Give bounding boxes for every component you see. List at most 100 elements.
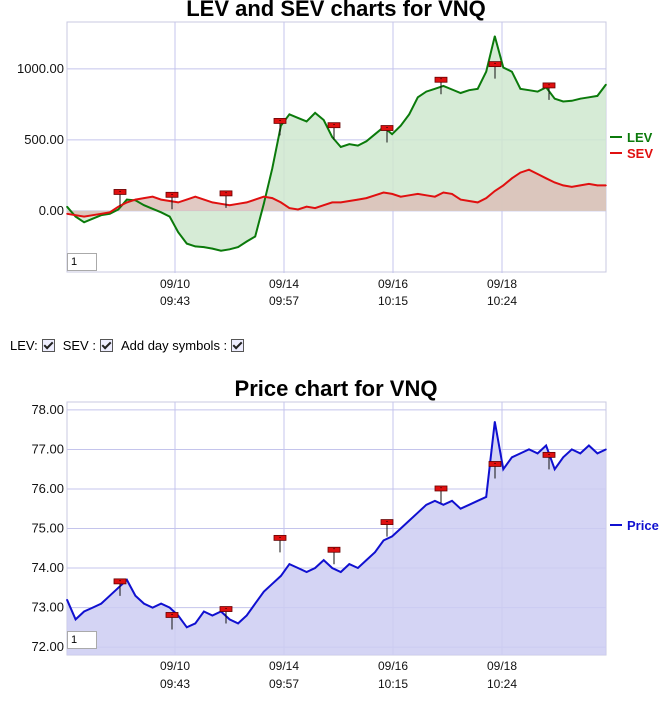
lev-sev-point bbox=[237, 203, 239, 205]
price-price-point bbox=[348, 563, 351, 565]
lev-sev-point bbox=[528, 168, 530, 171]
lev-sev-point bbox=[271, 197, 274, 199]
lev-day-marker bbox=[113, 189, 127, 195]
lev-lev-point bbox=[511, 70, 513, 73]
lev-sev-point bbox=[134, 198, 137, 201]
day-symbols-checkbox[interactable] bbox=[231, 339, 245, 352]
lev-lev-point bbox=[288, 113, 291, 116]
lev-lev-point bbox=[459, 92, 462, 94]
lev-day-marker-label: - bbox=[171, 191, 174, 198]
price-day-marker bbox=[327, 546, 341, 553]
lev-day-marker-label: - bbox=[333, 122, 336, 129]
price-x-tick-date: 09/10 bbox=[160, 659, 190, 673]
price-price-point bbox=[485, 496, 488, 498]
lev-sev-point bbox=[100, 213, 102, 215]
price-x-tick-time: 10:15 bbox=[378, 677, 408, 691]
price-price-point bbox=[451, 500, 453, 502]
price-price-point bbox=[134, 594, 137, 597]
price-day-marker-label: - bbox=[225, 606, 228, 613]
price-y-tick-label: 74.00 bbox=[31, 560, 64, 575]
lev-zoom-input[interactable]: 1 bbox=[67, 253, 97, 271]
price-price-point bbox=[245, 614, 248, 617]
lev-lev-point bbox=[528, 89, 530, 91]
lev-lev-point bbox=[468, 89, 470, 91]
lev-lev-point bbox=[126, 198, 128, 201]
lev-x-tick-date: 09/14 bbox=[269, 277, 299, 291]
lev-lev-point bbox=[237, 246, 239, 248]
lev-lev-point bbox=[322, 119, 325, 121]
lev-lev-point bbox=[562, 100, 564, 103]
lev-x-tick-time: 09:57 bbox=[269, 294, 299, 308]
price-price-point bbox=[579, 452, 582, 455]
lev-sev-point bbox=[502, 184, 505, 187]
price-price-point bbox=[511, 456, 513, 459]
lev-lev-point bbox=[263, 203, 265, 205]
price-y-tick-label: 77.00 bbox=[31, 441, 64, 456]
lev-lev-point bbox=[571, 100, 573, 102]
price-price-point bbox=[399, 527, 402, 530]
lev-lev-point bbox=[374, 133, 376, 135]
price-price-point bbox=[211, 614, 214, 617]
price-price-point bbox=[66, 598, 68, 601]
lev-day-marker bbox=[327, 122, 341, 129]
lev-lev-point bbox=[245, 240, 248, 243]
price-price-point bbox=[494, 421, 496, 423]
price-price-point bbox=[502, 468, 505, 471]
lev-sev-point bbox=[408, 194, 411, 197]
price-y-tick-label: 73.00 bbox=[31, 600, 64, 615]
lev-sev-point bbox=[434, 195, 436, 198]
lev-sev-point bbox=[588, 183, 590, 185]
price-day-marker bbox=[488, 461, 502, 467]
price-legend-label-price: Price bbox=[627, 518, 659, 533]
lev-sev-point bbox=[91, 214, 94, 216]
lev-sev-point bbox=[194, 195, 197, 198]
price-price-point bbox=[536, 452, 539, 455]
lev-lev-point bbox=[117, 208, 120, 211]
price-price-point bbox=[442, 504, 445, 506]
lev-sev-point bbox=[126, 201, 128, 204]
lev-lev-point bbox=[425, 90, 428, 93]
lev-y-tick-label: 0.00 bbox=[39, 203, 64, 218]
lev-x-tick-date: 09/16 bbox=[378, 277, 408, 291]
lev-lev-point bbox=[211, 247, 214, 250]
price-price-point bbox=[151, 606, 154, 609]
lev-lev-point bbox=[340, 146, 342, 148]
lev-sev-point bbox=[605, 184, 607, 187]
sev-toggle-label: SEV : bbox=[62, 338, 96, 353]
lev-lev-point bbox=[109, 213, 111, 215]
price-y-tick-label: 72.00 bbox=[31, 639, 64, 654]
price-price-point bbox=[237, 622, 239, 625]
lev-sev-point bbox=[519, 171, 522, 174]
price-x-tick-date: 09/18 bbox=[487, 659, 517, 673]
lev-sev-point bbox=[151, 195, 154, 198]
sev-checkbox[interactable] bbox=[99, 339, 113, 352]
lev-lev-point bbox=[160, 211, 162, 214]
price-day-marker bbox=[219, 606, 233, 612]
price-x-tick-date: 09/16 bbox=[378, 659, 408, 673]
lev-sev-point bbox=[348, 200, 351, 202]
lev-x-tick-date: 09/10 bbox=[160, 277, 190, 291]
price-price-point bbox=[280, 575, 282, 577]
price-zoom-input[interactable]: 1 bbox=[67, 631, 97, 649]
price-price-point bbox=[254, 602, 256, 605]
lev-checkbox[interactable] bbox=[41, 339, 55, 352]
price-price-point bbox=[417, 511, 419, 514]
lev-day-marker bbox=[273, 118, 287, 124]
lev-x-tick-time: 10:15 bbox=[378, 294, 408, 308]
lev-sev-point bbox=[553, 181, 556, 184]
price-day-marker bbox=[273, 534, 287, 541]
price-day-marker-label: - bbox=[119, 578, 122, 585]
lev-lev-point bbox=[331, 136, 334, 138]
lev-day-marker bbox=[488, 61, 502, 68]
lev-lev-point bbox=[314, 112, 316, 114]
lev-lev-point bbox=[186, 242, 188, 245]
price-x-tick-time: 09:43 bbox=[160, 677, 190, 691]
lev-x-tick-time: 10:24 bbox=[487, 294, 517, 308]
lev-day-marker bbox=[380, 125, 394, 131]
price-price-point bbox=[126, 579, 128, 581]
lev-lev-point bbox=[417, 96, 419, 99]
lev-lev-point bbox=[588, 96, 590, 99]
lev-x-tick-date: 09/18 bbox=[487, 277, 517, 291]
lev-sev-point bbox=[288, 207, 291, 209]
lev-sev-point bbox=[254, 198, 256, 201]
